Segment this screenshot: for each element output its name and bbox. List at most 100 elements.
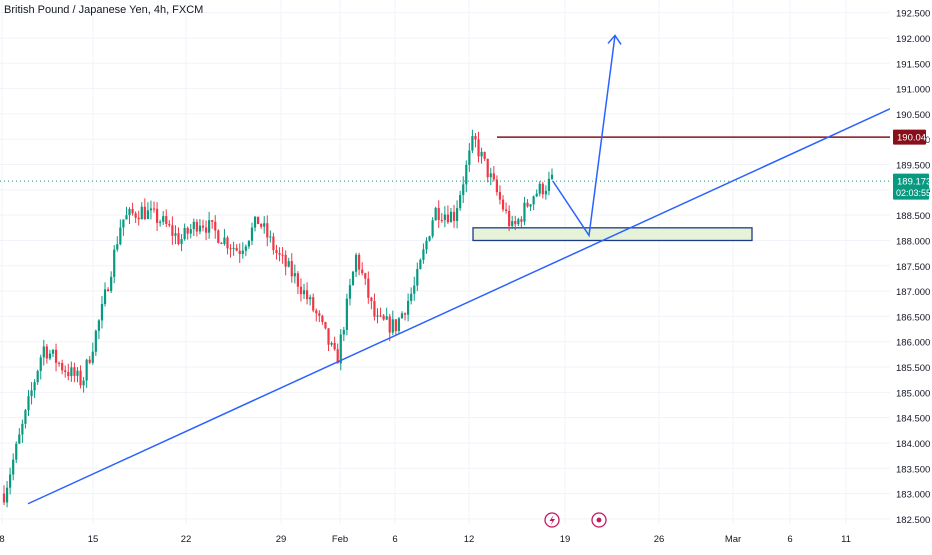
candle-body <box>544 190 547 195</box>
candle-body <box>152 208 156 210</box>
candle-body <box>67 371 70 377</box>
candle-body <box>162 216 165 222</box>
candle-body <box>91 351 94 363</box>
candle-body <box>168 223 171 226</box>
candle-body <box>278 252 281 255</box>
demand-zone-box <box>472 227 753 242</box>
candle-body <box>45 346 48 359</box>
candle-body <box>382 315 385 320</box>
lightning-event-icon[interactable] <box>544 512 560 528</box>
candle-body <box>27 396 30 411</box>
candle-body <box>119 227 122 245</box>
candle-body <box>364 273 367 279</box>
candle-body <box>36 370 39 383</box>
current-price-box <box>893 173 929 200</box>
time-axis[interactable]: 8 15 22 29 Feb 6 12 19 26 Mar 6 11 <box>0 528 890 550</box>
candle-body <box>471 135 474 151</box>
candle-body <box>455 208 459 221</box>
current-price-text: 189.173 <box>897 177 931 188</box>
candle-body <box>290 261 293 277</box>
candle-body <box>244 246 247 251</box>
candle-body <box>238 250 241 255</box>
candle-body <box>523 202 526 222</box>
candle-body <box>82 380 85 386</box>
candle-body <box>358 254 361 270</box>
candle-body <box>361 269 364 274</box>
drawing-tools[interactable] <box>0 34 891 505</box>
candle-body <box>410 293 413 301</box>
candle-body <box>110 276 113 292</box>
trendline <box>27 108 891 505</box>
candle-body <box>2 493 6 503</box>
candle-body <box>324 321 327 329</box>
candle-body <box>208 220 211 233</box>
candle-series <box>2 129 554 508</box>
price-axis[interactable]: 192.500 192.000 191.500 191.000 190.500 190.0… <box>890 0 932 550</box>
candle-body <box>159 221 162 223</box>
time-tick-label: Feb <box>332 534 348 545</box>
candle-body <box>287 261 290 267</box>
candle-body <box>428 236 431 241</box>
candle-body <box>465 164 468 185</box>
candle-body <box>39 357 42 371</box>
candle-body <box>229 248 232 250</box>
candle-body <box>269 236 272 238</box>
candle-body <box>437 207 440 221</box>
candle-body <box>520 219 523 222</box>
candle-body <box>462 184 465 196</box>
candle-body <box>12 459 15 475</box>
candle-body <box>498 192 502 200</box>
candle-body <box>305 290 309 300</box>
candle-body <box>201 225 205 228</box>
candle-body <box>140 206 143 220</box>
candle-body <box>315 310 318 314</box>
candle-body <box>407 300 410 315</box>
candle-body <box>180 239 183 245</box>
time-tick-label: 22 <box>181 534 192 545</box>
candle-body <box>33 382 36 391</box>
candle-body <box>223 237 226 244</box>
candle-body <box>400 313 404 319</box>
candle-body <box>198 225 202 232</box>
candle-body <box>177 233 180 245</box>
candle-body <box>440 220 443 222</box>
time-axis-background <box>0 528 890 550</box>
time-tick-label: 15 <box>88 534 99 545</box>
candle-body <box>64 370 67 372</box>
demand-zone[interactable] <box>472 227 753 242</box>
price-tick-label: 186.500 <box>896 312 930 323</box>
candle-body <box>24 410 27 424</box>
candle-body <box>88 359 91 363</box>
time-tick-label: 29 <box>276 534 287 545</box>
candle-body <box>94 330 97 352</box>
event-markers[interactable] <box>544 512 607 528</box>
candle-body <box>504 209 508 211</box>
candle-body <box>189 229 192 234</box>
candle-body <box>501 199 505 210</box>
candle-body <box>483 151 486 159</box>
time-tick-label: Mar <box>725 534 741 545</box>
candle-body <box>348 285 352 299</box>
candle-body <box>547 178 551 191</box>
time-tick-label: 12 <box>464 534 475 545</box>
candle-body <box>345 298 348 330</box>
candle-body <box>416 268 419 286</box>
candle-body <box>495 179 498 193</box>
candle-body <box>211 220 214 222</box>
lightning-event-bolt <box>549 515 555 526</box>
candle-body <box>385 316 388 320</box>
candle-body <box>330 342 333 345</box>
candle-body <box>486 158 489 178</box>
candle-body <box>413 285 416 294</box>
time-tick-label: 8 <box>0 534 5 545</box>
candle-body <box>61 363 64 371</box>
time-tick-label: 6 <box>392 534 397 545</box>
candle-body <box>489 173 492 178</box>
price-tick-label: 184.000 <box>896 439 930 450</box>
candle-body <box>376 315 379 317</box>
candle-body <box>137 217 140 220</box>
target-event-icon[interactable] <box>591 512 607 528</box>
candle-body <box>241 250 244 255</box>
